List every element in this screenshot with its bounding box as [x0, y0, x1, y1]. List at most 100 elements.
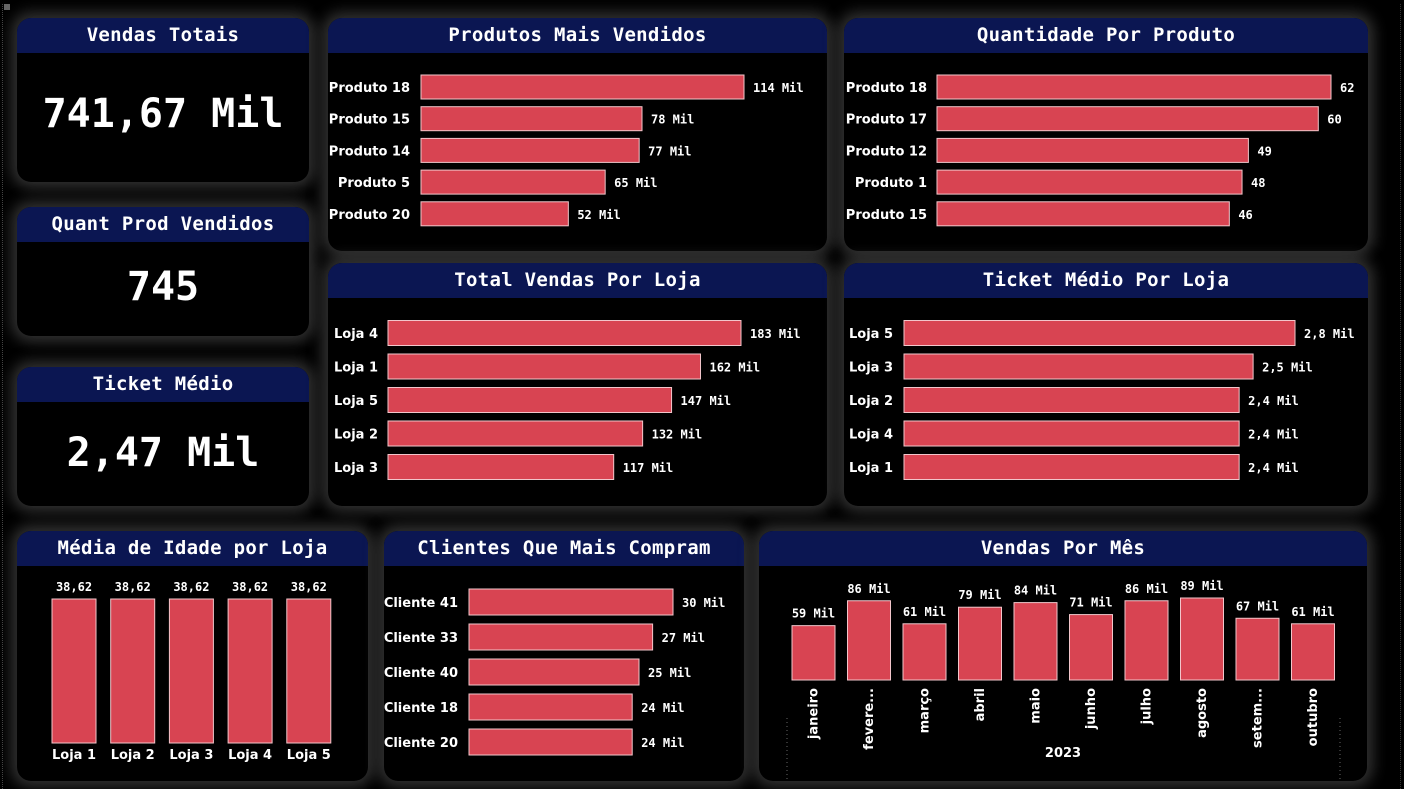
data-label: 24 Mil: [641, 701, 684, 715]
kpi-value: 741,67 Mil: [42, 91, 284, 137]
data-label: 38,62: [56, 580, 92, 594]
bar: [903, 454, 1240, 480]
category-label: Produto 17: [846, 113, 927, 128]
category-label: Loja 2: [849, 394, 893, 409]
bar: [468, 658, 640, 686]
category-label: Loja 4: [849, 428, 893, 443]
data-label: 147 Mil: [681, 394, 732, 408]
category-label: Loja 2: [334, 428, 378, 443]
category-label: fevere...: [862, 688, 877, 750]
bar: [1180, 597, 1224, 681]
kpi-card-ticket-medio[interactable]: Ticket Médio 2,47 Mil: [17, 367, 309, 506]
category-label: Cliente 41: [384, 596, 458, 611]
category-label: Loja 4: [334, 327, 378, 342]
bar: [387, 454, 615, 480]
quantidade-chart: Produto 18 62 Produto 17 60 Produto 12 49 Prod…: [846, 74, 1354, 227]
chart-card-ticket-loja[interactable]: Ticket Médio Por Loja Loja 5 2,8 Mil Loja …: [844, 263, 1368, 506]
category-label: Produto 12: [846, 144, 927, 159]
chart-title: Total Vendas Por Loja: [328, 263, 827, 298]
category-label: junho: [1084, 688, 1099, 730]
category-label: Produto 18: [846, 81, 927, 96]
bar: [51, 598, 97, 744]
kpi-title: Quant Prod Vendidos: [17, 207, 309, 242]
category-label: Loja 3: [169, 748, 213, 763]
bar: [936, 74, 1332, 100]
data-label: 38,62: [291, 580, 327, 594]
data-label: 86 Mil: [847, 582, 890, 596]
data-label: 132 Mil: [652, 428, 703, 442]
chart-card-produtos[interactable]: Produtos Mais Vendidos Produto 18 114 Mil…: [328, 18, 827, 251]
category-label: Cliente 18: [384, 701, 458, 716]
chart-title: Clientes Que Mais Compram: [384, 531, 744, 566]
category-label: Produto 15: [329, 113, 410, 128]
bar: [420, 137, 640, 163]
bar: [791, 625, 836, 681]
data-label: 71 Mil: [1069, 596, 1112, 610]
data-label: 59 Mil: [792, 607, 835, 621]
data-label: 67 Mil: [1236, 599, 1279, 613]
kpi-card-quant-prod[interactable]: Quant Prod Vendidos 745: [17, 207, 309, 336]
bar: [936, 169, 1243, 195]
data-label: 77 Mil: [648, 144, 691, 158]
chart-title: Vendas Por Mês: [759, 531, 1367, 566]
data-label: 62: [1340, 81, 1354, 95]
chart-title: Quantidade Por Produto: [844, 18, 1368, 53]
bar: [110, 598, 156, 744]
bar: [902, 623, 947, 681]
bar: [227, 598, 273, 744]
data-label: 162 Mil: [709, 361, 760, 375]
category-label: Produto 18: [329, 81, 410, 96]
left-border-dots: [2, 4, 3, 789]
category-label: Loja 5: [287, 748, 331, 763]
bar: [958, 606, 1002, 681]
data-label: 38,62: [115, 580, 151, 594]
category-label: Produto 1: [855, 176, 927, 191]
data-label: 52 Mil: [577, 208, 620, 222]
bar: [420, 74, 745, 100]
data-label: 65 Mil: [614, 176, 657, 190]
x-axis-title: 2023: [1045, 746, 1081, 761]
kpi-card-vendas-totais[interactable]: Vendas Totais 741,67 Mil: [17, 18, 309, 182]
bar: [936, 137, 1249, 163]
bar: [903, 420, 1240, 447]
category-label: Loja 1: [52, 748, 96, 763]
data-label: 27 Mil: [662, 631, 705, 645]
bar: [903, 353, 1254, 380]
bar: [1013, 602, 1058, 681]
category-label: Produto 5: [338, 176, 410, 191]
chart-card-clientes[interactable]: Clientes Que Mais Compram Cliente 41 30 M…: [384, 531, 744, 781]
bar: [387, 420, 644, 447]
category-label: Cliente 20: [384, 736, 458, 751]
data-label: 114 Mil: [753, 81, 804, 95]
data-label: 2,4 Mil: [1248, 394, 1299, 408]
chart-title: Produtos Mais Vendidos: [328, 18, 827, 53]
chart-title: Ticket Médio Por Loja: [844, 263, 1368, 298]
clientes-chart: Cliente 41 30 Mil Cliente 33 27 Mil Cliente …: [384, 588, 725, 756]
data-label: 25 Mil: [648, 666, 691, 680]
bar: [468, 693, 633, 721]
category-label: janeiro: [807, 688, 822, 740]
category-label: Cliente 40: [384, 666, 458, 681]
chart-card-mes[interactable]: Vendas Por Mês 59 Mil janeiro 86 Mil fevere…: [759, 531, 1367, 781]
category-label: Loja 2: [111, 748, 155, 763]
data-label: 86 Mil: [1125, 582, 1168, 596]
chart-title: Média de Idade por Loja: [17, 531, 368, 566]
category-label: Loja 3: [849, 361, 893, 376]
bar: [936, 106, 1319, 132]
bar: [387, 387, 673, 413]
data-label: 48: [1251, 176, 1265, 190]
bar: [286, 598, 332, 744]
category-label: setem...: [1251, 688, 1266, 748]
chart-card-idade[interactable]: Média de Idade por Loja 38,62 Loja 1 38,62…: [17, 531, 368, 781]
bar: [1235, 617, 1280, 681]
bar: [468, 728, 633, 756]
data-label: 183 Mil: [750, 327, 801, 341]
category-label: agosto: [1195, 688, 1210, 738]
chart-card-vendas-loja[interactable]: Total Vendas Por Loja Loja 4 183 Mil Loja …: [328, 263, 827, 506]
data-label: 61 Mil: [903, 605, 946, 619]
bar: [1291, 623, 1335, 681]
kpi-title: Vendas Totais: [17, 18, 309, 53]
chart-card-quantidade[interactable]: Quantidade Por Produto Produto 18 62 Produ…: [844, 18, 1368, 251]
window-corner-marker: [4, 4, 10, 10]
bar: [420, 169, 606, 195]
